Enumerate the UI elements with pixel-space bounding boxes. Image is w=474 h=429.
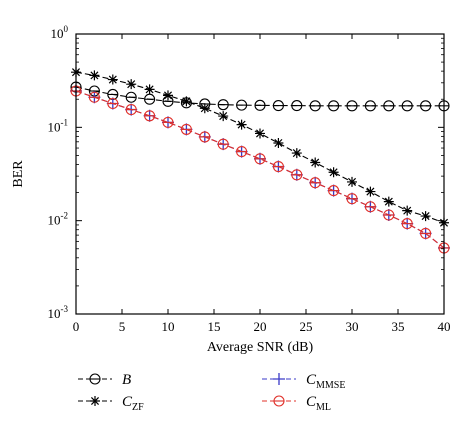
legend-item: CML — [262, 394, 331, 413]
legend-marker-asterisk — [90, 396, 100, 406]
x-tick-label: 40 — [438, 319, 451, 334]
data-point-asterisk — [236, 119, 247, 130]
y-tick-label: 10-2 — [48, 211, 69, 228]
x-axis-title: Average SNR (dB) — [207, 340, 314, 355]
data-point-asterisk — [328, 167, 339, 178]
x-tick-label: 0 — [73, 319, 80, 334]
x-axis: 0 5 10 15 20 25 30 35 40 — [73, 34, 451, 334]
data-point-asterisk — [181, 96, 192, 107]
data-point-asterisk — [255, 128, 265, 139]
data-point-asterisk — [383, 196, 394, 207]
legend-label-sub: ZF — [132, 402, 144, 413]
legend-label-main: C — [306, 394, 317, 410]
legend-label: CML — [306, 394, 331, 413]
y-tick-label: 10-3 — [48, 304, 69, 321]
data-point-asterisk — [420, 211, 431, 222]
y-axis-title: BER — [11, 160, 26, 188]
data-point-asterisk — [402, 205, 413, 216]
data-point-asterisk — [107, 74, 118, 85]
legend-item: CMMSE — [262, 372, 345, 391]
y-tick-base: 10 — [48, 119, 61, 134]
plot-series — [70, 67, 450, 254]
data-point-asterisk — [291, 148, 302, 159]
data-point-asterisk — [89, 70, 100, 81]
y-tick-base: 10 — [48, 306, 61, 321]
legend-label-main: C — [122, 394, 133, 410]
legend-label-sub: MMSE — [316, 380, 345, 391]
y-tick-exponent: 0 — [64, 24, 69, 34]
x-tick-label: 15 — [208, 319, 221, 334]
data-point-asterisk — [218, 111, 229, 122]
data-point-asterisk — [199, 103, 210, 114]
legend-label: CZF — [122, 394, 144, 413]
x-tick-label: 5 — [119, 319, 126, 334]
plot-frame — [75, 33, 445, 315]
data-point-asterisk — [144, 84, 155, 95]
y-tick-base: 10 — [51, 26, 64, 41]
x-tick-label: 25 — [300, 319, 313, 334]
series-CZF — [71, 67, 449, 228]
series-CML — [70, 85, 450, 254]
data-point-asterisk — [126, 79, 137, 90]
legend-label-main: B — [122, 372, 131, 388]
x-tick-label: 10 — [162, 319, 175, 334]
data-point-asterisk — [310, 157, 321, 168]
data-point-asterisk — [365, 186, 376, 197]
y-tick-label: 100 — [51, 24, 69, 41]
y-tick-base: 10 — [48, 213, 61, 228]
data-point-asterisk — [273, 137, 284, 148]
y-tick-label: 10-1 — [48, 117, 69, 134]
data-point-asterisk — [163, 90, 173, 101]
legend-label: CMMSE — [306, 372, 345, 391]
series-B — [70, 81, 450, 112]
legend-label-sub: ML — [316, 402, 331, 413]
x-tick-label: 20 — [254, 319, 267, 334]
series-line — [75, 86, 444, 107]
y-tick-exponent: -2 — [61, 211, 69, 221]
legend-item: B — [78, 372, 131, 388]
y-tick-exponent: -3 — [61, 304, 69, 314]
data-point-asterisk — [347, 176, 357, 187]
y-tick-exponent: -1 — [61, 117, 69, 127]
legend-item: CZF — [78, 394, 144, 413]
x-tick-label: 35 — [392, 319, 405, 334]
x-tick-label: 30 — [346, 319, 359, 334]
legend-marker-plus — [273, 373, 285, 385]
legend-label: B — [122, 372, 131, 388]
series-line — [75, 90, 445, 249]
legend-label-main: C — [306, 372, 317, 388]
